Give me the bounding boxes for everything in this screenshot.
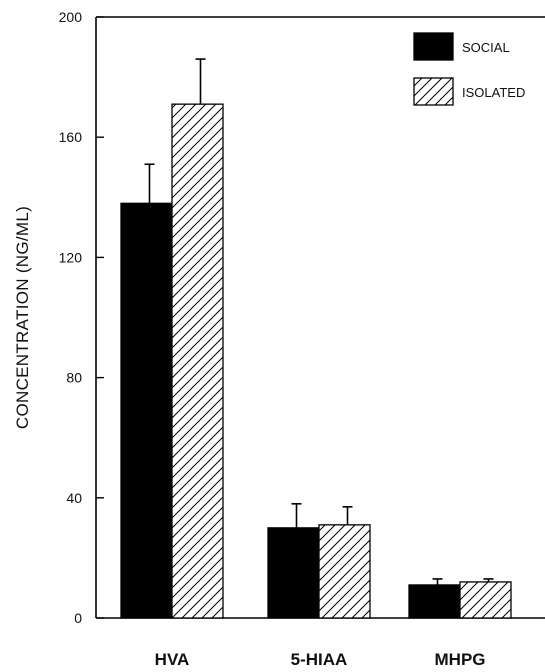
y-tick-label: 80 [66, 370, 82, 386]
y-tick-label: 200 [59, 9, 83, 25]
legend-swatch-isolated [413, 77, 454, 106]
bar-social-hva [120, 202, 173, 619]
legend-label-isolated: ISOLATED [462, 85, 525, 100]
bar-isolated-hva [171, 103, 224, 619]
bar-isolated-5-hiaa [318, 524, 371, 619]
bar-social-5-hiaa [267, 527, 320, 619]
y-tick-label: 120 [59, 249, 83, 265]
y-tick-label: 0 [74, 610, 82, 626]
y-tick-label: 160 [59, 129, 83, 145]
y-tick-label: 40 [66, 490, 82, 506]
bar-isolated-mhpg [459, 581, 512, 619]
legend-swatch-social [413, 32, 454, 61]
x-category-label: HVA [155, 650, 190, 669]
bar-social-mhpg [408, 584, 461, 619]
legend-label-social: SOCIAL [462, 40, 510, 55]
x-category-label: MHPG [435, 650, 486, 669]
x-category-label: 5-HIAA [291, 650, 348, 669]
y-axis-label: CONCENTRATION (NG/ML) [13, 206, 32, 429]
